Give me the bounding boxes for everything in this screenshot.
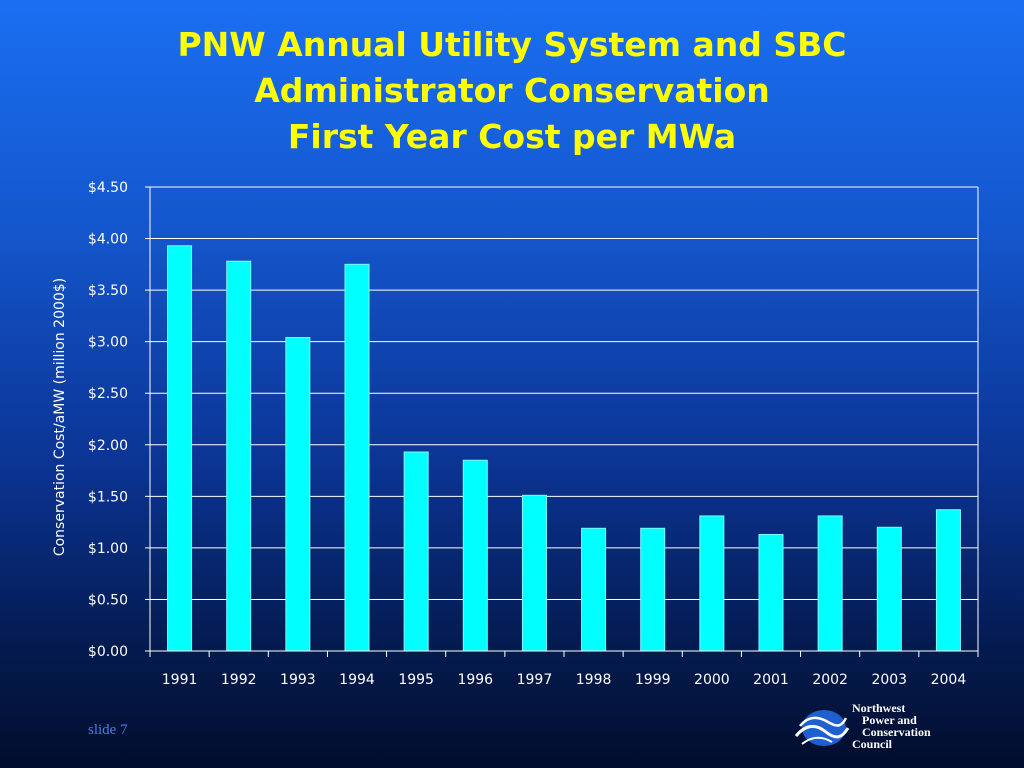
x-tick-label: 1999: [635, 672, 671, 688]
bar-1998: [581, 527, 607, 652]
slide-title: PNW Annual Utility System and SBC Admini…: [0, 22, 1024, 160]
title-line-3: First Year Cost per MWa: [287, 117, 737, 156]
x-tick-label: 1996: [457, 672, 493, 688]
bar-2003: [876, 526, 902, 652]
bar-1994: [344, 263, 370, 652]
y-tick-label: $3.00: [88, 335, 128, 351]
x-tick-label: 1997: [517, 672, 553, 688]
logo-line-1: Northwest: [852, 701, 906, 715]
x-tick-label: 1993: [280, 672, 316, 688]
x-tick-label: 1991: [162, 672, 198, 688]
bar-1996: [462, 459, 488, 652]
x-tick-label: 1998: [576, 672, 612, 688]
logo-text: Northwest Power and Conservation Council: [852, 702, 931, 750]
y-tick-label: $4.50: [88, 180, 128, 196]
slide-number: slide 7: [88, 722, 128, 738]
x-tick-label: 1994: [339, 672, 375, 688]
bar-2004: [935, 509, 961, 652]
x-tick-label: 1992: [221, 672, 257, 688]
bar-1992: [226, 260, 252, 652]
bar-1991: [167, 245, 193, 652]
title-line-2: Administrator Conservation: [254, 71, 770, 110]
logo-line-2: Power and: [862, 713, 917, 727]
bar-1999: [640, 527, 666, 652]
bar-1993: [285, 337, 311, 652]
x-tick-label: 1995: [398, 672, 434, 688]
x-tick-label: 2004: [931, 672, 967, 688]
y-tick-label: $4.00: [88, 232, 128, 248]
y-tick-label: $0.00: [88, 644, 128, 660]
x-tick-label: 2003: [871, 672, 907, 688]
y-tick-label: $1.50: [88, 489, 128, 505]
y-tick-label: $2.50: [88, 386, 128, 402]
bars: [167, 245, 961, 652]
y-tick-label: $2.00: [88, 438, 128, 454]
bar-1995: [403, 451, 429, 652]
x-tick-label: 2001: [753, 672, 789, 688]
gridlines: [150, 186, 979, 651]
y-tick-label: $1.00: [88, 541, 128, 557]
bar-1997: [521, 494, 547, 652]
title-line-1: PNW Annual Utility System and SBC: [177, 25, 847, 64]
logo-line-4: Council: [852, 737, 893, 751]
waves-logo-icon: [794, 710, 850, 746]
logo-line-3: Conservation: [862, 725, 931, 739]
axes: $0.00 $0.50 $1.00 $1.50 $2.00 $2.50 $3.00 $3.50…: [88, 180, 979, 688]
y-tick-label: $0.50: [88, 592, 128, 608]
bar-2002: [817, 515, 843, 652]
y-axis-title: Conservation Cost/aMW (million 2000$): [52, 278, 68, 556]
council-logo: Northwest Power and Conservation Council: [792, 702, 972, 758]
bar-2000: [699, 515, 725, 652]
x-tick-label: 2002: [812, 672, 848, 688]
bar-2001: [758, 533, 784, 652]
y-tick-label: $3.50: [88, 283, 128, 299]
x-tick-label: 2000: [694, 672, 730, 688]
